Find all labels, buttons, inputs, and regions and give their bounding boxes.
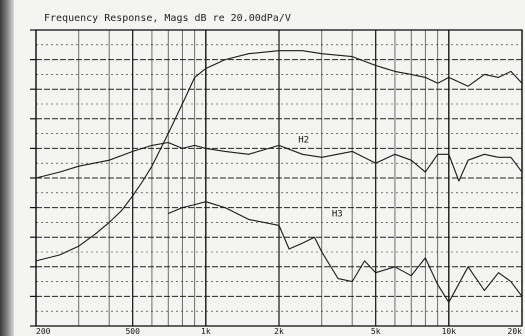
x-tick-label: 200 — [36, 327, 51, 336]
h3-series-label: H3 — [332, 209, 343, 219]
h2-series-line — [35, 141, 523, 182]
x-tick-label: 10k — [442, 327, 457, 336]
scan-edge — [0, 0, 14, 336]
x-tick-label: 2k — [274, 327, 284, 336]
major-gridlines — [30, 29, 523, 327]
series-labels: H2 H3 — [298, 135, 342, 219]
chart-title: Frequency Response, Mags dB re 20.00dPa/… — [44, 13, 291, 24]
x-tick-labels: 200 500 1k 2k 5k 10k 20k — [36, 327, 522, 336]
h3-series-line — [167, 201, 523, 303]
series-layer — [35, 50, 523, 303]
fundamental-series-line — [35, 50, 523, 262]
x-tick-label: 500 — [125, 327, 140, 336]
x-tick-label: 1k — [201, 327, 211, 336]
x-tick-label: 5k — [371, 327, 381, 336]
x-tick-label: 20k — [508, 327, 523, 336]
h2-series-label: H2 — [298, 135, 309, 145]
